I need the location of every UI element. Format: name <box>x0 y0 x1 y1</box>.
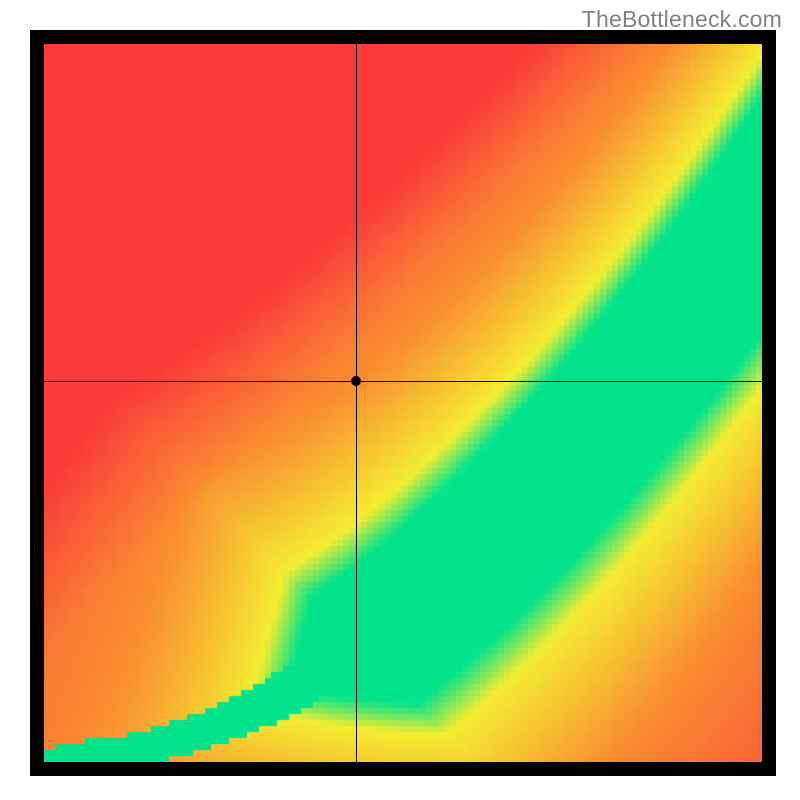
overlay-layer <box>44 44 762 762</box>
watermark-text: TheBottleneck.com <box>582 6 782 33</box>
crosshair-point <box>351 376 361 386</box>
crosshair-vertical <box>356 44 357 762</box>
crosshair-horizontal <box>44 381 762 382</box>
chart-outer-frame <box>30 30 776 776</box>
